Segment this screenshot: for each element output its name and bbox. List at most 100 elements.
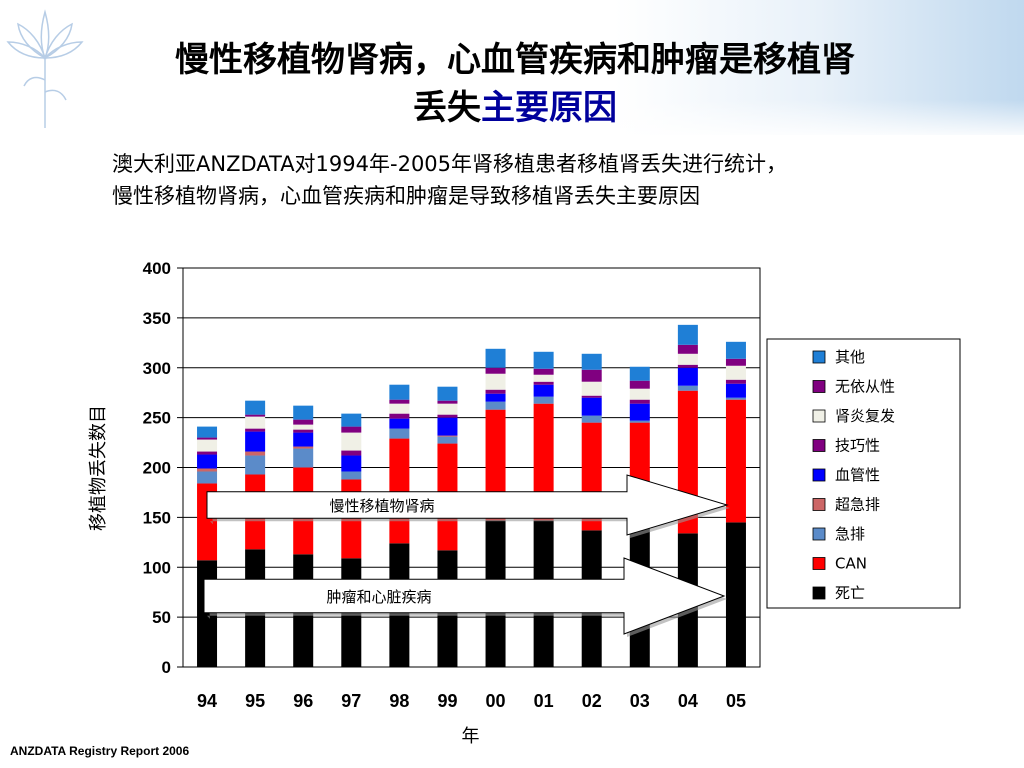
bar-segment-血管性-00 bbox=[485, 393, 506, 402]
bar-segment-血管性-05 bbox=[725, 383, 746, 398]
bar-segment-肾炎复发-96 bbox=[293, 424, 314, 430]
annotation-arrow-1 bbox=[203, 557, 726, 635]
bar-segment-无依从性-94 bbox=[197, 437, 218, 440]
description-line-1: 澳大利亚ANZDATA对1994年-2005年肾移植患者移植肾丢失进行统计， bbox=[112, 152, 788, 176]
y-tick-label: 100 bbox=[143, 558, 171, 577]
bar-segment-急排-00 bbox=[485, 401, 506, 410]
bar-segment-技巧性-03 bbox=[629, 399, 650, 404]
bar-segment-技巧性-97 bbox=[341, 450, 362, 456]
legend-swatch-急排 bbox=[812, 527, 826, 541]
bar-segment-急排-04 bbox=[677, 385, 698, 391]
bar-segment-血管性-03 bbox=[629, 403, 650, 421]
bar-segment-其他-05 bbox=[725, 341, 746, 359]
bar-segment-肾炎复发-99 bbox=[437, 403, 458, 415]
bar-segment-肾炎复发-94 bbox=[197, 439, 218, 452]
bar-segment-肾炎复发-98 bbox=[389, 403, 410, 414]
description-line-2: 慢性移植物肾病，心血管疾病和肿瘤是导致移植肾丢失主要原因 bbox=[112, 184, 700, 208]
bar-segment-无依从性-01 bbox=[533, 368, 554, 375]
bar-segment-无依从性-02 bbox=[581, 369, 602, 382]
source-note: ANZDATA Registry Report 2006 bbox=[10, 744, 190, 758]
bar-segment-无依从性-97 bbox=[341, 426, 362, 433]
legend-swatch-技巧性 bbox=[812, 439, 826, 452]
x-tick-label: 98 bbox=[389, 691, 409, 711]
y-tick-label: 0 bbox=[162, 658, 171, 677]
bar-segment-急排-05 bbox=[725, 397, 746, 400]
legend-label: 无依从性 bbox=[835, 378, 895, 396]
bar-segment-急排-99 bbox=[437, 436, 458, 444]
bar-segment-血管性-04 bbox=[677, 367, 698, 386]
legend-swatch-其他 bbox=[812, 350, 826, 364]
bar-segment-其他-03 bbox=[629, 366, 650, 381]
bar-segment-肾炎复发-04 bbox=[677, 353, 698, 365]
bar-segment-无依从性-96 bbox=[293, 419, 314, 425]
bar-segment-其他-99 bbox=[437, 386, 458, 401]
bar-segment-技巧性-95 bbox=[245, 428, 266, 432]
y-tick-label: 200 bbox=[143, 459, 171, 478]
bar-segment-技巧性-00 bbox=[485, 389, 506, 394]
bar-segment-急排-03 bbox=[629, 420, 650, 423]
slide-description: 澳大利亚ANZDATA对1994年-2005年肾移植患者移植肾丢失进行统计， 慢… bbox=[112, 148, 992, 212]
x-tick-label: 00 bbox=[486, 691, 506, 711]
header-fade bbox=[0, 100, 1024, 140]
x-tick-label: 05 bbox=[726, 691, 746, 711]
y-tick-label: 300 bbox=[143, 359, 171, 378]
x-tick-label: 94 bbox=[197, 691, 217, 711]
bar-segment-无依从性-05 bbox=[725, 358, 746, 366]
bar-segment-无依从性-03 bbox=[629, 380, 650, 389]
bar-segment-急排-97 bbox=[341, 471, 362, 480]
legend-swatch-CAN bbox=[812, 557, 826, 570]
bar-segment-血管性-95 bbox=[245, 431, 266, 452]
x-tick-label: 96 bbox=[293, 691, 313, 711]
bar-segment-其他-02 bbox=[581, 353, 602, 370]
bar-segment-CAN-05 bbox=[725, 399, 746, 523]
legend-swatch-肾炎复发 bbox=[812, 409, 826, 423]
bar-segment-肾炎复发-05 bbox=[725, 365, 746, 380]
bar-segment-血管性-96 bbox=[293, 432, 314, 447]
bar-segment-急排-95 bbox=[245, 455, 266, 475]
x-tick-label: 97 bbox=[341, 691, 361, 711]
title-line-2-accent: 主要原因 bbox=[481, 88, 617, 128]
bar-segment-技巧性-01 bbox=[533, 381, 554, 385]
annotation-arrow-0 bbox=[206, 474, 729, 536]
bar-segment-急排-01 bbox=[533, 396, 554, 404]
bar-segment-其他-97 bbox=[341, 413, 362, 427]
legend-swatch-死亡 bbox=[812, 586, 826, 600]
legend-label: 急排 bbox=[835, 525, 865, 543]
y-tick-label: 350 bbox=[143, 309, 171, 328]
y-axis-label: 移植物丢失数目 bbox=[88, 405, 109, 531]
bar-segment-血管性-01 bbox=[533, 384, 554, 397]
bar-segment-无依从性-98 bbox=[389, 399, 410, 404]
bar-segment-急排-02 bbox=[581, 415, 602, 423]
bar-segment-技巧性-05 bbox=[725, 379, 746, 384]
annotation-label: 肿瘤和心脏疾病 bbox=[326, 588, 431, 606]
bar-segment-超急排-99 bbox=[437, 435, 458, 437]
x-tick-label: 99 bbox=[437, 691, 457, 711]
bar-segment-其他-98 bbox=[389, 384, 410, 400]
y-tick-label: 150 bbox=[143, 508, 171, 527]
bar-segment-无依从性-99 bbox=[437, 400, 458, 404]
bar-segment-血管性-97 bbox=[341, 455, 362, 472]
legend-label: 其他 bbox=[835, 348, 865, 366]
bar-segment-超急排-94 bbox=[197, 468, 218, 472]
y-tick-label: 400 bbox=[143, 259, 171, 278]
legend-label: 超急排 bbox=[835, 496, 880, 514]
x-axis-label: 年 bbox=[462, 726, 480, 747]
bar-segment-血管性-94 bbox=[197, 454, 218, 469]
legend-swatch-血管性 bbox=[812, 468, 826, 482]
bar-segment-肾炎复发-01 bbox=[533, 374, 554, 382]
lotus-logo bbox=[6, 9, 84, 128]
bar-segment-超急排-96 bbox=[293, 446, 314, 449]
legend-swatch-无依从性 bbox=[812, 380, 826, 393]
legend-label: 血管性 bbox=[835, 466, 880, 484]
bar-segment-无依从性-04 bbox=[677, 344, 698, 354]
bar-segment-血管性-02 bbox=[581, 397, 602, 416]
bar-segment-技巧性-99 bbox=[437, 414, 458, 418]
x-tick-label: 01 bbox=[534, 691, 554, 711]
legend-label: CAN bbox=[835, 555, 867, 573]
title-line-2-plain: 丢失 bbox=[413, 88, 481, 128]
bar-segment-技巧性-02 bbox=[581, 395, 602, 398]
x-tick-label: 02 bbox=[582, 691, 602, 711]
bar-segment-急排-96 bbox=[293, 448, 314, 468]
bar-segment-其他-00 bbox=[485, 348, 506, 368]
